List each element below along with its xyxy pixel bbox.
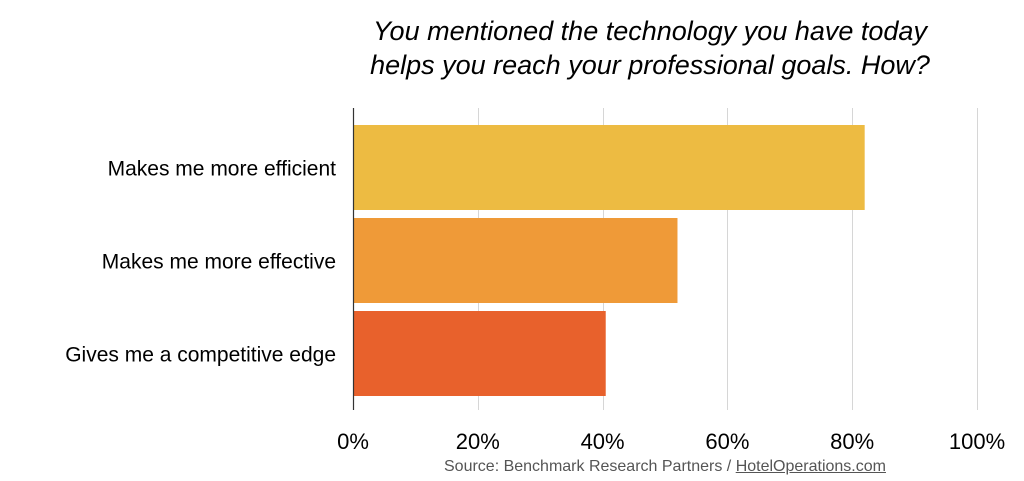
- chart-title-line-1: You mentioned the technology you have to…: [373, 16, 927, 46]
- x-tick-label-100: 100%: [949, 429, 1005, 454]
- x-tick-label-60: 60%: [705, 429, 749, 454]
- category-label-2: Gives me a competitive edge: [65, 344, 336, 367]
- source-link[interactable]: HotelOperations.com: [735, 458, 886, 475]
- category-label-0: Makes me more efficient: [108, 158, 337, 181]
- source-text: Source: Benchmark Research Partners /: [444, 458, 736, 475]
- bar-0: [353, 125, 865, 210]
- source-note: Source: Benchmark Research Partners / Ho…: [0, 458, 1024, 476]
- category-label-1: Makes me more effective: [102, 251, 336, 274]
- x-tick-label-20: 20%: [456, 429, 500, 454]
- x-tick-label-40: 40%: [581, 429, 625, 454]
- bar-2: [353, 311, 606, 396]
- x-tick-label-0: 0%: [337, 429, 369, 454]
- bar-1: [353, 218, 678, 303]
- chart-title-line-2: helps you reach your professional goals.…: [370, 50, 930, 80]
- x-tick-label-80: 80%: [830, 429, 874, 454]
- chart-title: You mentioned the technology you have to…: [340, 14, 960, 82]
